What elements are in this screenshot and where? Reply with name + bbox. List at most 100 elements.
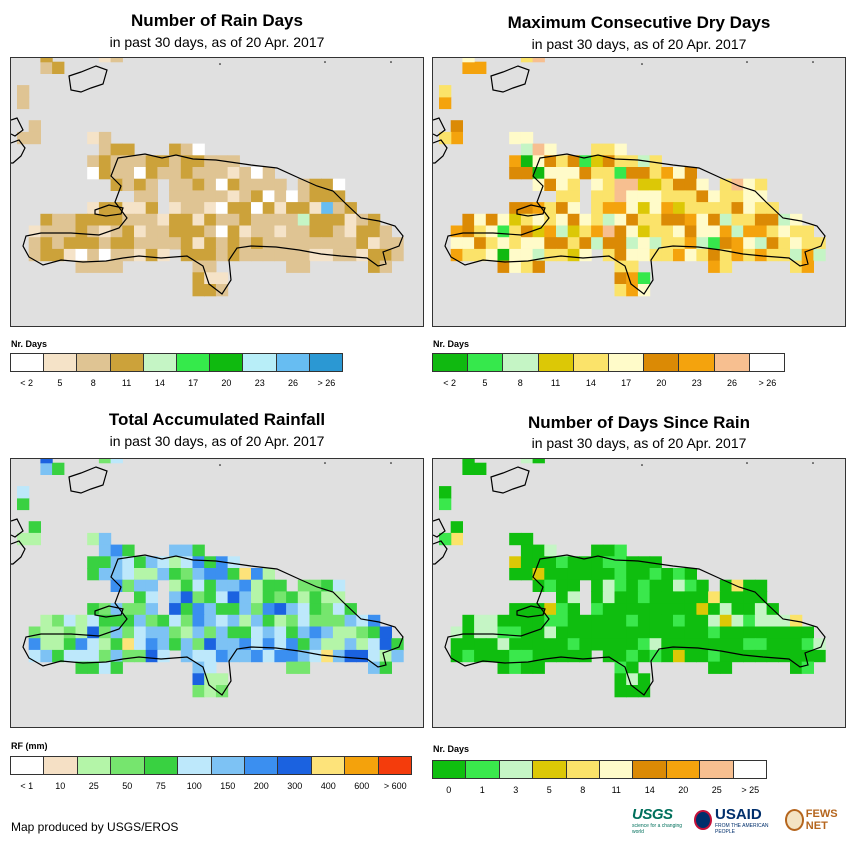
grid-cell (262, 649, 275, 663)
grid-cell (251, 213, 264, 227)
grid-cell (719, 638, 733, 651)
grid-cell (356, 626, 369, 639)
grid-cell (520, 58, 534, 63)
grid-cell (215, 673, 229, 686)
map-svg (11, 58, 404, 297)
grid-cell (579, 248, 592, 262)
grid-cell (684, 649, 697, 663)
grid-cell (637, 225, 651, 238)
grid-cell (696, 579, 709, 592)
grid-cell (439, 486, 452, 499)
grid-cell (169, 202, 182, 215)
grid-cell (227, 202, 240, 215)
grid-cell (637, 272, 651, 285)
grid-cell (591, 614, 604, 628)
grid-cell (626, 248, 639, 262)
grid-cell (591, 178, 604, 191)
grid-cell (614, 284, 627, 297)
usgs-tagline: science for a changing world (632, 822, 683, 835)
grid-cell (567, 649, 580, 663)
grid-cell (708, 626, 721, 639)
grid-cell (145, 579, 158, 592)
grid-cell (251, 167, 264, 180)
grid-cell (204, 579, 217, 592)
grid-cell (110, 459, 123, 464)
grid-cell (344, 225, 357, 238)
grid-cell (110, 661, 123, 674)
grid-cell (637, 673, 651, 686)
legend-labels: < 1 10 25 50 75 100 150 200 300 400 600 > 600 (10, 781, 412, 793)
grid-cell (532, 544, 545, 557)
grid-cell (602, 568, 616, 581)
grid-cell (356, 638, 369, 651)
grid-cell (661, 202, 674, 215)
grid-cell (251, 178, 264, 191)
grid-cell (286, 190, 299, 203)
grid-cell (157, 225, 170, 238)
grid-cell (204, 673, 217, 686)
grid-cell (556, 649, 569, 663)
grid-cell (544, 225, 557, 238)
grid-cell (801, 626, 814, 639)
legend-swatch (110, 354, 144, 371)
grid-cell (602, 202, 616, 215)
grid-cell (485, 626, 499, 639)
grid-cell (719, 614, 733, 628)
grid-cell (204, 178, 217, 191)
grid-cell (637, 248, 651, 262)
grid-cell (52, 237, 65, 250)
grid-cell (40, 248, 53, 262)
islet-dot (746, 462, 748, 464)
grid-cell (145, 556, 158, 569)
grid-cell (602, 143, 616, 156)
legend-label: 5 (546, 785, 552, 795)
grid-cell (332, 237, 346, 250)
grid-cell (450, 649, 463, 663)
grid-cell (544, 248, 557, 262)
grid-cell (450, 225, 463, 238)
grid-cell (332, 202, 346, 215)
grid-cell (462, 248, 475, 262)
grid-cell (602, 225, 616, 238)
legend-label: 11 (611, 785, 621, 795)
legend-title: Nr. Days (433, 744, 470, 754)
grid-cell (192, 673, 205, 686)
grid-cell (215, 685, 229, 698)
grid-cell (637, 284, 651, 297)
grid-cell (509, 260, 522, 273)
grid-cell (356, 225, 369, 238)
grid-cell (544, 579, 557, 592)
grid-cell (684, 579, 697, 592)
grid-cell (98, 544, 112, 557)
grid-cell (180, 579, 194, 592)
grid-cell (239, 167, 252, 180)
grid-cell (110, 143, 123, 156)
grid-cell (579, 626, 592, 639)
grid-cell (719, 591, 733, 604)
grid-cell (180, 603, 194, 616)
grid-cell (134, 202, 147, 215)
grid-cell (297, 638, 311, 651)
grid-cell (239, 213, 252, 227)
grid-cell (649, 626, 662, 639)
grid-cell (497, 237, 510, 250)
grid-cell (520, 544, 534, 557)
grid-cell (134, 603, 147, 616)
legend-swatch (499, 761, 534, 778)
grid-cell (227, 556, 240, 569)
grid-cell (332, 603, 346, 616)
grid-cell (474, 649, 487, 663)
legend-swatch (433, 761, 467, 778)
grid-cell (145, 614, 158, 628)
grid-cell (591, 626, 604, 639)
grid-cell (52, 225, 65, 238)
grid-cell (673, 638, 686, 651)
grid-cell (110, 225, 123, 238)
grid-cell (286, 626, 299, 639)
grid-cell (169, 213, 182, 227)
legend-title: Nr. Days (11, 339, 48, 349)
grid-cell (637, 603, 651, 616)
grid-cell (192, 685, 205, 698)
grid-cell (532, 213, 545, 227)
grid-cell (684, 167, 697, 180)
